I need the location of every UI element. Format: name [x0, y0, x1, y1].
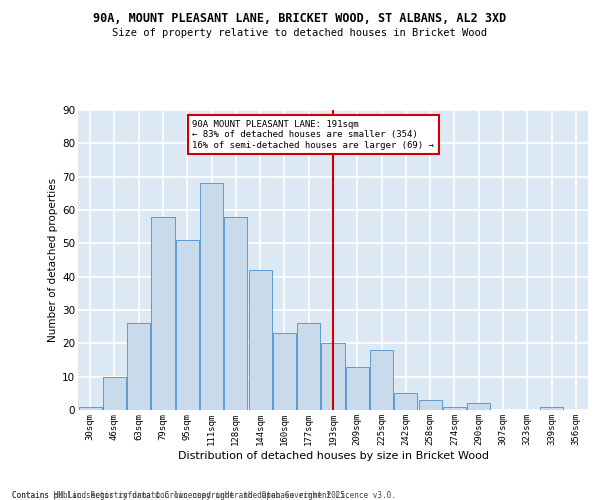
Bar — [103, 376, 126, 410]
Bar — [297, 324, 320, 410]
Bar — [176, 240, 199, 410]
Bar — [151, 216, 175, 410]
Bar — [248, 270, 272, 410]
Bar — [273, 334, 296, 410]
Bar — [127, 324, 150, 410]
Text: Contains public sector information licensed under the Open Government Licence v3: Contains public sector information licen… — [12, 480, 396, 500]
Text: Size of property relative to detached houses in Bricket Wood: Size of property relative to detached ho… — [113, 28, 487, 38]
Y-axis label: Number of detached properties: Number of detached properties — [48, 178, 58, 342]
Bar — [419, 400, 442, 410]
Bar — [370, 350, 393, 410]
Text: 90A MOUNT PLEASANT LANE: 191sqm
← 83% of detached houses are smaller (354)
16% o: 90A MOUNT PLEASANT LANE: 191sqm ← 83% of… — [192, 120, 434, 150]
Bar — [467, 404, 490, 410]
Bar — [346, 366, 369, 410]
Bar — [443, 406, 466, 410]
Bar — [79, 406, 101, 410]
Bar — [224, 216, 247, 410]
Bar — [540, 406, 563, 410]
Bar — [200, 184, 223, 410]
Text: 90A, MOUNT PLEASANT LANE, BRICKET WOOD, ST ALBANS, AL2 3XD: 90A, MOUNT PLEASANT LANE, BRICKET WOOD, … — [94, 12, 506, 26]
X-axis label: Distribution of detached houses by size in Bricket Wood: Distribution of detached houses by size … — [178, 450, 488, 460]
Bar — [322, 344, 344, 410]
Text: Contains HM Land Registry data © Crown copyright and database right 2025.: Contains HM Land Registry data © Crown c… — [12, 490, 350, 500]
Bar — [394, 394, 418, 410]
